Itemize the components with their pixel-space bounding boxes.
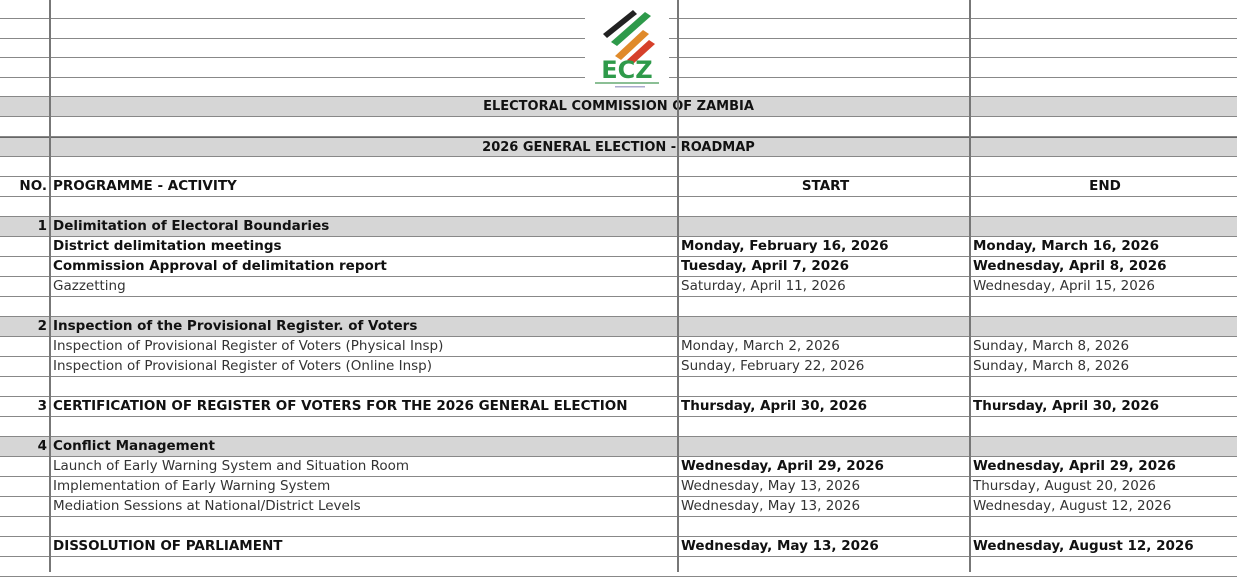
activity-cell: CERTIFICATION OF REGISTER OF VOTERS FOR …	[53, 398, 628, 414]
end-date-cell	[970, 317, 1237, 336]
section-row: 2 Inspection of the Provisional Register.…	[0, 317, 1237, 337]
end-date-cell: Thursday, August 20, 2026	[973, 478, 1157, 494]
table-row: Gazzetting Saturday, April 11, 2026 Wednes…	[0, 277, 1237, 297]
end-date-cell: Sunday, March 8, 2026	[973, 338, 1130, 354]
section-row: 1 Delimitation of Electoral Boundaries	[0, 217, 1237, 237]
activity-cell: Commission Approval of delimitation repo…	[53, 258, 387, 274]
start-date-cell: Tuesday, April 7, 2026	[681, 258, 849, 274]
table-row: Launch of Early Warning System and Situa…	[0, 457, 1237, 477]
start-date-cell: Wednesday, May 13, 2026	[681, 498, 861, 514]
row-number	[0, 477, 50, 496]
section-row: 4 Conflict Management	[0, 437, 1237, 457]
end-date-cell	[970, 437, 1237, 456]
row-number: 4	[37, 438, 47, 454]
start-date-cell	[678, 217, 970, 236]
header-start: START	[801, 178, 850, 194]
roadmap-title: 2026 GENERAL ELECTION - ROADMAP	[482, 140, 755, 155]
blank-row	[0, 197, 1237, 217]
row-number	[0, 357, 50, 376]
start-date-cell	[678, 317, 970, 336]
blank-row	[0, 557, 1237, 577]
end-date-cell: Sunday, March 8, 2026	[973, 358, 1130, 374]
table-row: DISSOLUTION OF PARLIAMENT Wednesday, May …	[0, 537, 1237, 557]
organization-title-row: ELECTORAL COMMISSION OF ZAMBIA	[0, 97, 1237, 117]
start-date-cell	[678, 437, 970, 456]
blank-row	[0, 117, 1237, 137]
activity-cell: District delimitation meetings	[53, 238, 282, 254]
row-number: 2	[37, 318, 47, 334]
ecz-logo-icon: ECZ	[595, 10, 659, 88]
column-divider	[49, 0, 51, 572]
activity-cell: Implementation of Early Warning System	[53, 478, 331, 494]
end-date-cell: Thursday, April 30, 2026	[973, 398, 1159, 414]
header-end: END	[1089, 178, 1121, 194]
end-date-cell: Wednesday, August 12, 2026	[973, 538, 1194, 554]
start-date-cell: Wednesday, May 13, 2026	[681, 538, 879, 554]
column-divider	[969, 0, 971, 572]
table-row: Inspection of Provisional Register of Vo…	[0, 357, 1237, 377]
end-date-cell: Wednesday, April 15, 2026	[973, 278, 1156, 294]
start-date-cell: Sunday, February 22, 2026	[681, 358, 865, 374]
end-date-cell: Wednesday, August 12, 2026	[973, 498, 1172, 514]
activity-cell: Delimitation of Electoral Boundaries	[53, 218, 330, 234]
row-number	[0, 497, 50, 516]
end-date-cell: Wednesday, April 8, 2026	[973, 258, 1167, 274]
blank-row	[0, 417, 1237, 437]
row-number	[0, 257, 50, 276]
start-date-cell: Monday, February 16, 2026	[681, 238, 889, 254]
table-row: Mediation Sessions at National/District …	[0, 497, 1237, 517]
activity-cell: Inspection of Provisional Register of Vo…	[53, 358, 433, 374]
blank-row	[0, 78, 1237, 97]
row-number	[0, 457, 50, 476]
table-row: Commission Approval of delimitation repo…	[0, 257, 1237, 277]
blank-row	[0, 377, 1237, 397]
start-date-cell: Wednesday, April 29, 2026	[681, 458, 884, 474]
end-date-cell	[970, 217, 1237, 236]
table-row: 3 CERTIFICATION OF REGISTER OF VOTERS FOR…	[0, 397, 1237, 417]
activity-cell: Inspection of Provisional Register of Vo…	[53, 338, 444, 354]
start-date-cell: Saturday, April 11, 2026	[681, 278, 846, 294]
blank-row	[0, 157, 1237, 177]
table-row: Implementation of Early Warning System We…	[0, 477, 1237, 497]
start-date-cell: Thursday, April 30, 2026	[681, 398, 867, 414]
header-activity: PROGRAMME - ACTIVITY	[53, 178, 237, 194]
blank-row	[0, 517, 1237, 537]
row-number: 3	[37, 398, 47, 414]
column-divider	[677, 0, 679, 572]
row-number	[0, 337, 50, 356]
end-date-cell: Wednesday, April 29, 2026	[973, 458, 1176, 474]
row-number	[0, 537, 50, 556]
start-date-cell: Monday, March 2, 2026	[681, 338, 840, 354]
ecz-logo: ECZ	[585, 4, 669, 92]
activity-cell: Conflict Management	[53, 438, 215, 454]
header-row: NO. PROGRAMME - ACTIVITY START END	[0, 177, 1237, 197]
blank-row	[0, 297, 1237, 317]
header-no: NO.	[19, 178, 47, 194]
activity-cell: DISSOLUTION OF PARLIAMENT	[53, 538, 283, 554]
start-date-cell: Wednesday, May 13, 2026	[681, 478, 861, 494]
organization-title: ELECTORAL COMMISSION OF ZAMBIA	[483, 99, 754, 114]
activity-cell: Launch of Early Warning System and Situa…	[53, 458, 410, 474]
activity-cell: Gazzetting	[53, 278, 126, 294]
logo-text: ECZ	[601, 56, 652, 84]
row-number	[0, 237, 50, 256]
roadmap-title-row: 2026 GENERAL ELECTION - ROADMAP	[0, 137, 1237, 157]
end-date-cell: Monday, March 16, 2026	[973, 238, 1159, 254]
table-row: Inspection of Provisional Register of Vo…	[0, 337, 1237, 357]
row-number: 1	[37, 218, 47, 234]
activity-cell: Inspection of the Provisional Register. …	[53, 318, 418, 334]
table-row: District delimitation meetings Monday, Fe…	[0, 237, 1237, 257]
activity-cell: Mediation Sessions at National/District …	[53, 498, 361, 514]
row-number	[0, 277, 50, 296]
